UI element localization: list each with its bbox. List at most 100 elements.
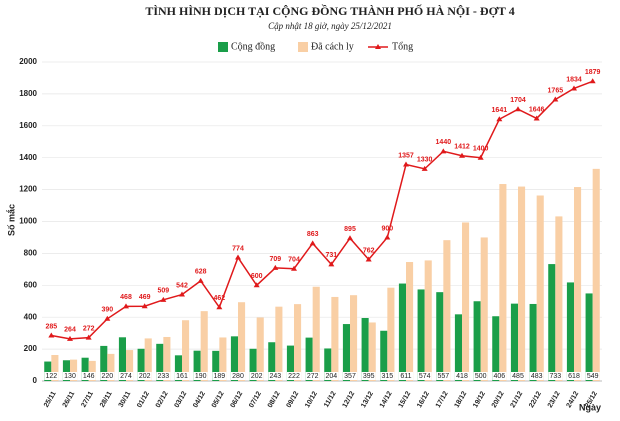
- x-tick-label: 02/12: [155, 390, 170, 409]
- x-tick-label: 14/12: [379, 390, 394, 409]
- data-label: 1357: [398, 152, 414, 159]
- bar: [443, 240, 451, 381]
- bar: [268, 342, 276, 381]
- data-label: 233: [157, 373, 169, 380]
- line-marker: [272, 264, 279, 270]
- x-axis-label: Ngày: [579, 402, 601, 412]
- bar: [555, 216, 563, 381]
- bar: [361, 317, 369, 381]
- line-marker: [123, 303, 129, 309]
- data-label: 220: [101, 373, 113, 380]
- data-label: 146: [83, 373, 95, 380]
- y-axis-label: Số mắc: [5, 204, 16, 236]
- x-tick-label: 21/12: [510, 390, 525, 409]
- data-label: 469: [139, 294, 151, 301]
- bar: [70, 359, 78, 381]
- data-label-box: [81, 372, 96, 380]
- y-tick-label: 1800: [19, 89, 37, 98]
- bar: [200, 311, 208, 381]
- line-marker: [197, 277, 204, 283]
- data-label-box: [156, 372, 171, 380]
- data-label: 390: [101, 307, 113, 314]
- data-label-box: [585, 372, 600, 380]
- data-label: 202: [139, 373, 151, 380]
- data-label: 1879: [585, 69, 601, 76]
- data-label-box: [473, 372, 488, 380]
- data-label-box: [305, 372, 320, 380]
- line-marker: [179, 291, 185, 297]
- chart-title: TÌNH HÌNH DỊCH TẠI CỘNG ĐỒNG THÀNH PHỐ H…: [145, 3, 514, 18]
- data-label: 733: [549, 373, 561, 380]
- data-label-box: [492, 372, 507, 380]
- data-label-box: [380, 372, 395, 380]
- data-label-box: [231, 372, 245, 380]
- bar: [462, 222, 470, 381]
- y-tick-label: 1600: [19, 121, 37, 130]
- data-label: 357: [344, 373, 356, 380]
- data-label: 611: [400, 373, 411, 380]
- bar: [44, 361, 52, 381]
- line-marker: [328, 261, 335, 267]
- data-label: 130: [64, 373, 76, 380]
- bar: [492, 316, 500, 381]
- data-label: 1646: [529, 106, 545, 113]
- data-label: 618: [568, 373, 580, 380]
- data-label: 509: [157, 288, 169, 295]
- line-marker: [515, 106, 521, 112]
- bar: [454, 314, 462, 381]
- bar: [473, 301, 481, 381]
- line-marker: [235, 254, 241, 260]
- x-tick-label: 22/12: [528, 390, 543, 409]
- line-marker: [48, 332, 55, 338]
- bar: [212, 350, 220, 381]
- data-label: 600: [251, 273, 263, 280]
- line-marker: [291, 265, 297, 271]
- line-marker: [403, 161, 409, 167]
- x-tick-label: 15/12: [398, 390, 413, 409]
- chart-subtitle: Cập nhật 18 giờ, ngày 25/12/2021: [268, 21, 392, 31]
- bar: [406, 262, 414, 381]
- line-marker: [440, 148, 447, 154]
- data-label: 204: [325, 373, 337, 380]
- bar: [368, 322, 376, 381]
- data-label: 731: [325, 252, 337, 259]
- x-tick-label: 04/12: [192, 390, 207, 409]
- bar: [480, 237, 488, 381]
- bar: [548, 264, 556, 381]
- data-label: 895: [344, 226, 356, 233]
- data-label: 161: [176, 373, 188, 380]
- bar: [380, 330, 388, 381]
- bar: [398, 283, 406, 381]
- bar: [305, 337, 313, 381]
- x-tick-label: 23/12: [547, 390, 562, 409]
- bar: [107, 353, 115, 381]
- data-label: 1400: [473, 146, 489, 153]
- data-label: 900: [381, 225, 393, 232]
- bar: [574, 187, 582, 381]
- bar: [436, 292, 444, 381]
- x-tick-label: 27/11: [80, 390, 95, 408]
- data-label: 315: [381, 373, 393, 380]
- data-label: 418: [456, 373, 468, 380]
- data-label: 406: [493, 373, 505, 380]
- data-label: 542: [176, 282, 188, 289]
- data-label-box: [511, 372, 525, 380]
- data-label: 1440: [436, 139, 452, 146]
- data-label-box: [436, 372, 451, 380]
- x-tick-label: 25/11: [43, 390, 58, 408]
- x-tick-label: 13/12: [360, 390, 375, 409]
- data-label: 468: [120, 294, 132, 301]
- x-tick-label: 01/12: [136, 390, 151, 409]
- data-label: 272: [307, 373, 319, 380]
- line-marker: [589, 78, 596, 84]
- x-tick-label: 08/12: [267, 390, 282, 409]
- bar: [88, 360, 96, 381]
- data-label-box: [361, 372, 376, 380]
- line-marker: [309, 240, 316, 246]
- y-tick-label: 1000: [19, 217, 37, 226]
- bar: [312, 286, 320, 381]
- data-label: 1765: [548, 87, 564, 94]
- bar: [256, 317, 264, 381]
- bar: [286, 345, 294, 381]
